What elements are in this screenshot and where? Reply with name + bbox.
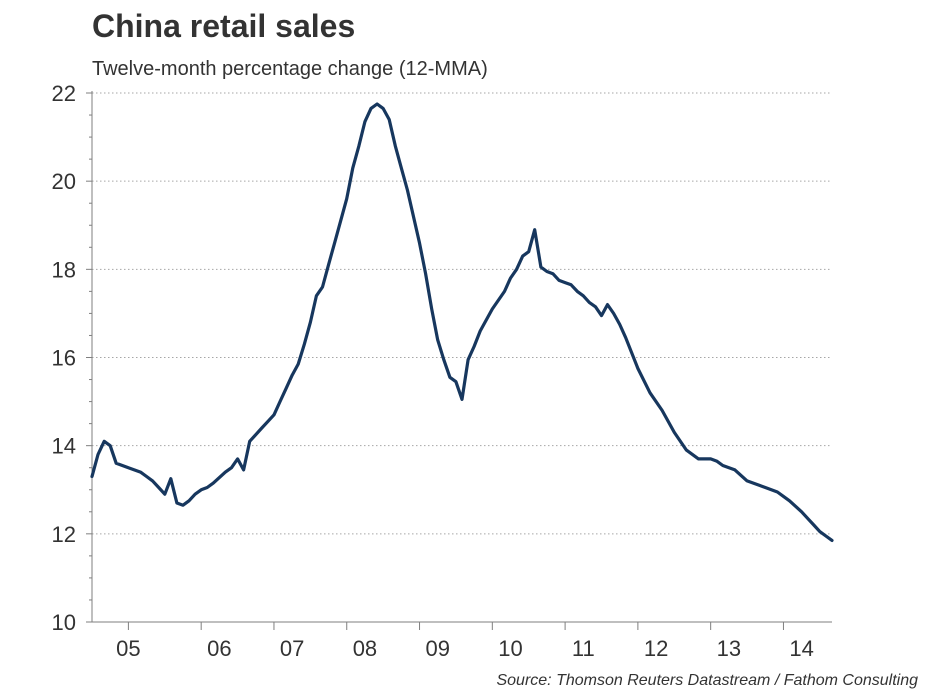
axes <box>86 91 832 630</box>
x-tick-label: 12 <box>644 636 668 661</box>
series-group <box>90 102 834 542</box>
y-tick-label: 16 <box>52 346 76 371</box>
x-tick-label: 14 <box>789 636 813 661</box>
y-tick-label: 10 <box>52 610 76 635</box>
x-tick-label: 10 <box>498 636 522 661</box>
source-note: Source: Thomson Reuters Datastream / Fat… <box>496 672 918 689</box>
gridlines <box>92 92 832 535</box>
y-tick-label: 14 <box>52 434 76 459</box>
y-tick-label: 18 <box>52 257 76 282</box>
x-tick-label: 13 <box>717 636 741 661</box>
x-tick-label: 05 <box>116 636 140 661</box>
y-tick-label: 22 <box>52 81 76 106</box>
y-tick-label: 20 <box>52 169 76 194</box>
chart-subtitle: Twelve-month percentage change (12-MMA) <box>92 58 488 80</box>
series-line-0 <box>90 102 834 542</box>
x-tick-label: 07 <box>280 636 304 661</box>
x-tick-label: 11 <box>572 636 595 661</box>
chart-title: China retail sales <box>92 8 356 44</box>
x-tick-label: 06 <box>207 636 231 661</box>
y-tick-labels: 10 12 14 16 18 20 22 <box>52 81 76 635</box>
x-tick-labels: 05 06 07 08 09 10 11 12 13 14 <box>116 636 814 661</box>
x-tick-label: 08 <box>353 636 377 661</box>
y-tick-label: 12 <box>52 522 76 547</box>
x-tick-label: 09 <box>425 636 449 661</box>
